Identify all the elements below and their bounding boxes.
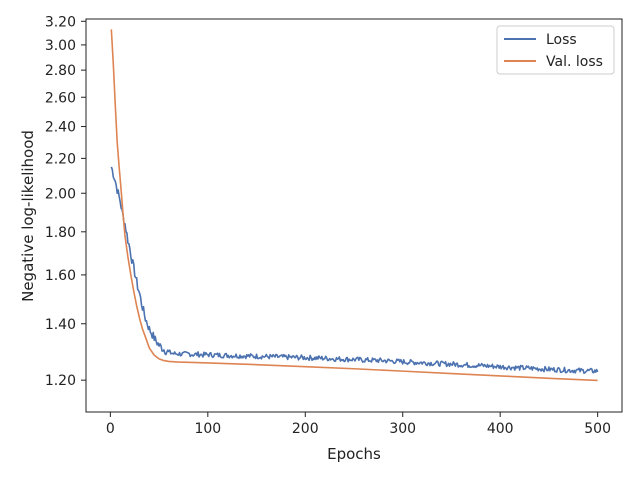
y-tick-label: 3.20	[45, 14, 76, 30]
y-tick-label: 2.40	[45, 120, 76, 136]
y-tick-label: 1.40	[45, 317, 76, 333]
y-tick-label: 2.20	[45, 151, 76, 167]
y-tick-label: 1.80	[45, 225, 76, 241]
y-axis: 1.20 1.40 1.60 1.80 2.00 2.20 2.40 2.60 2.80 3.00…	[45, 14, 86, 389]
y-axis-label: Negative log-likelihood	[19, 130, 37, 302]
y-tick-label: 3.00	[45, 38, 76, 54]
y-tick-label: 2.00	[45, 186, 76, 202]
x-tick-label: 0	[106, 421, 115, 437]
y-tick-label: 2.80	[45, 63, 76, 79]
y-tick-label: 2.60	[45, 90, 76, 106]
x-tick-label: 200	[292, 421, 319, 437]
y-tick-label: 1.20	[45, 373, 76, 389]
x-axis: 0 100 200 300 400 500	[106, 412, 611, 437]
legend: Loss Val. loss	[496, 25, 615, 75]
x-tick-label: 500	[584, 421, 611, 437]
x-tick-label: 400	[487, 421, 514, 437]
series-line-loss	[110, 166, 599, 375]
y-tick-label: 1.60	[45, 268, 76, 284]
legend-label-val-loss: Val. loss	[546, 54, 603, 70]
series-line-val-loss	[110, 29, 598, 382]
x-axis-label: Epochs	[327, 445, 381, 463]
x-tick-label: 300	[389, 421, 416, 437]
legend-label-loss: Loss	[546, 32, 577, 48]
series-layer	[110, 29, 599, 382]
plot-area	[85, 18, 623, 413]
x-tick-label: 100	[194, 421, 221, 437]
